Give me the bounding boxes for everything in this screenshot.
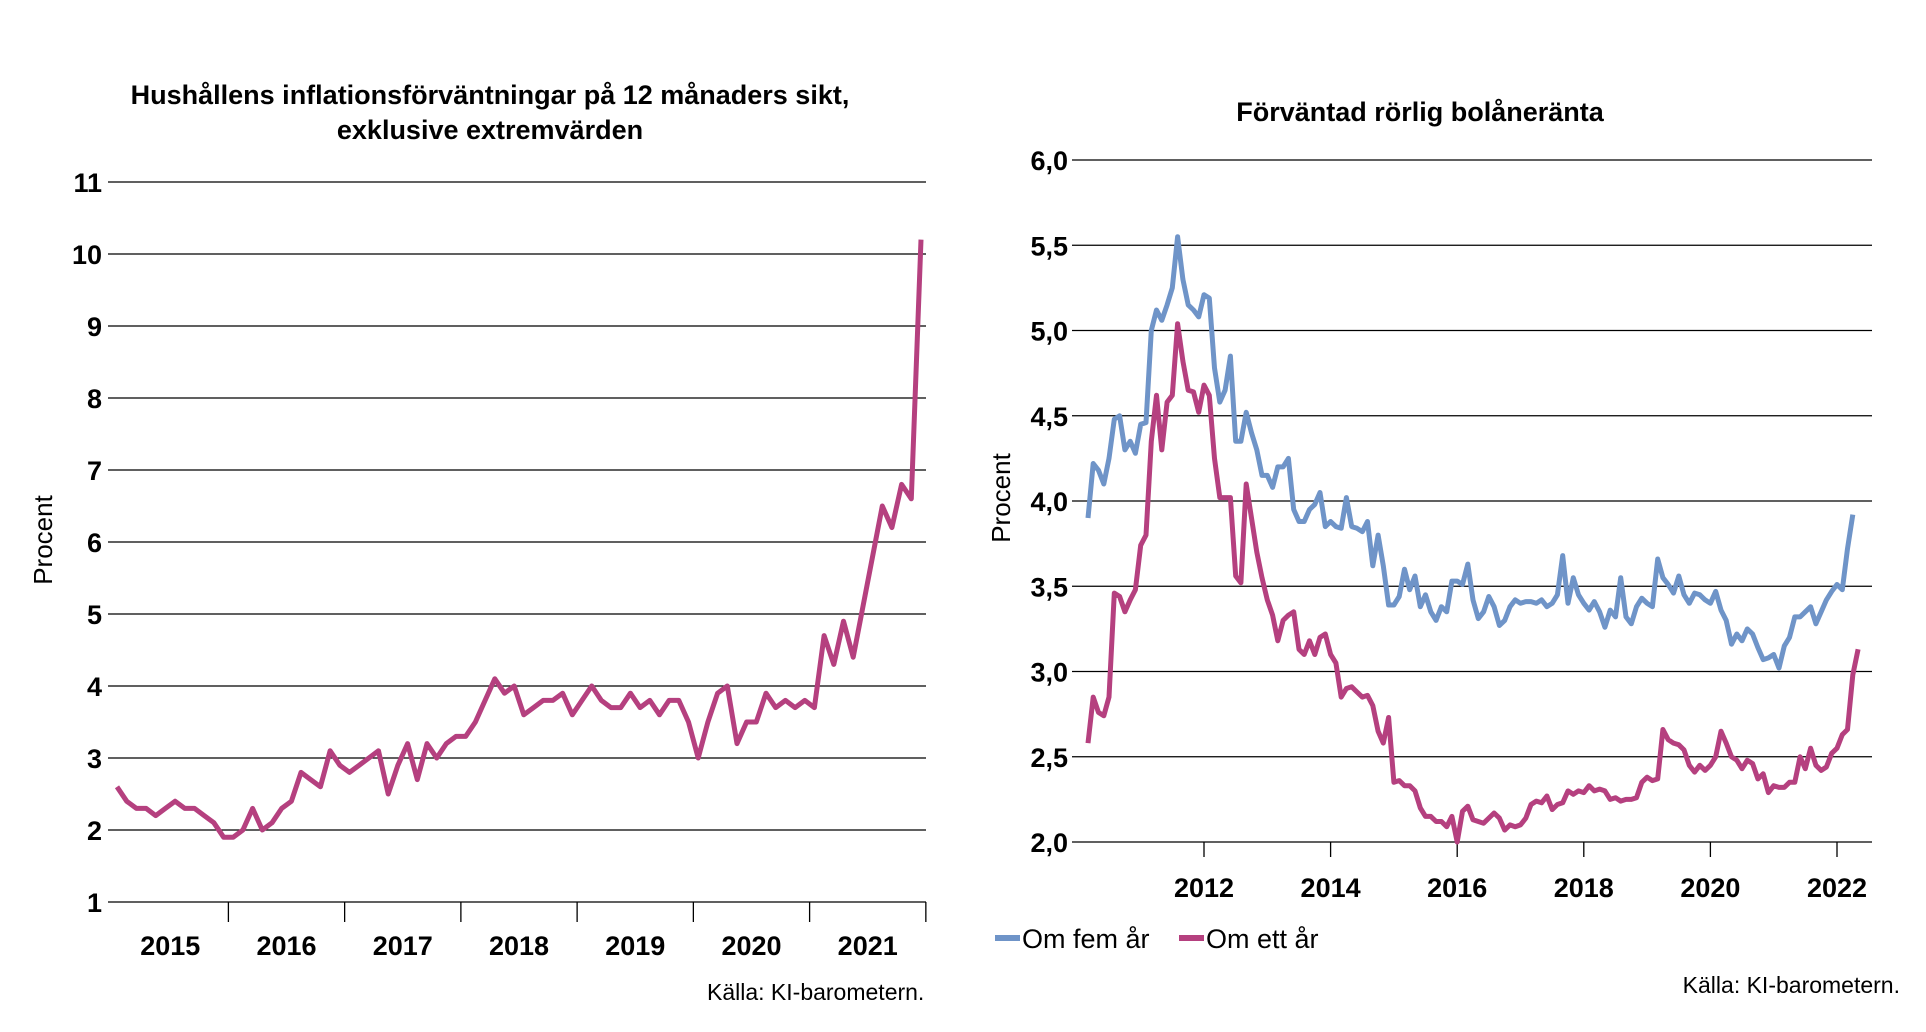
series-lines: [114, 239, 924, 840]
y-tick-label-5: 5: [87, 600, 102, 630]
grid-lines: [1072, 159, 1872, 843]
y-tick-label-3-0: 3,0: [1030, 658, 1068, 688]
x-tick-label-2016: 2016: [1427, 873, 1487, 903]
y-tick-label-8: 8: [87, 384, 102, 414]
x-axis: 2015 2016 2017 2018 2019 2020 2021: [140, 902, 927, 961]
y-tick-label-4: 4: [87, 672, 102, 702]
source-note: Källa: KI-barometern.: [1683, 972, 1900, 998]
x-tick-label-2015: 2015: [140, 931, 200, 961]
y-tick-label-1: 1: [87, 888, 102, 918]
y-tick-label-5-5: 5,5: [1030, 231, 1068, 261]
x-tick-label-2022: 2022: [1807, 873, 1867, 903]
x-tick-label-2014: 2014: [1301, 873, 1361, 903]
x-tick-label-2020: 2020: [1680, 873, 1740, 903]
chart-inflation: Hushållens inflationsförväntningar på 12…: [28, 80, 927, 1005]
y-tick-label-2: 2: [87, 816, 102, 846]
x-tick-label-2018: 2018: [489, 931, 549, 961]
y-tick-label-4-5: 4,5: [1030, 402, 1068, 432]
y-tick-label-2-0: 2,0: [1030, 828, 1068, 858]
y-tick-label-4-0: 4,0: [1030, 487, 1068, 517]
legend-label-om-fem-ar: Om fem år: [1022, 924, 1150, 954]
y-tick-label-2-5: 2,5: [1030, 743, 1068, 773]
y-tick-labels: 2,0 2,5 3,0 3,5 4,0 4,5 5,0 5,5 6,0: [1030, 146, 1068, 858]
y-tick-label-10: 10: [72, 240, 102, 270]
x-axis: 2012 2014 2016 2018 2020 2022: [1174, 842, 1867, 903]
y-tick-label-11: 11: [73, 168, 102, 198]
series-line-om-fem-r: [1085, 234, 1856, 671]
y-axis-label: Procent: [28, 494, 58, 584]
chart-title-line1: Hushållens inflationsförväntningar på 12…: [131, 80, 850, 110]
y-tick-label-6: 6: [87, 528, 102, 558]
y-tick-labels: 1 2 3 4 5 6 7 8 9 10 11: [72, 168, 102, 918]
y-tick-label-5-0: 5,0: [1030, 317, 1068, 347]
y-axis-label: Procent: [986, 452, 1016, 542]
y-tick-label-3-5: 3,5: [1030, 572, 1068, 602]
x-tick-label-2017: 2017: [373, 931, 433, 961]
x-tick-label-2020: 2020: [721, 931, 781, 961]
x-tick-label-2016: 2016: [256, 931, 316, 961]
x-tick-label-2019: 2019: [605, 931, 665, 961]
legend: Om fem år Om ett år: [995, 924, 1319, 954]
y-tick-label-6-0: 6,0: [1030, 146, 1068, 176]
series-line-inflation: [114, 239, 924, 840]
y-tick-label-9: 9: [87, 312, 102, 342]
series-lines: [1085, 234, 1861, 845]
x-tick-label-2018: 2018: [1554, 873, 1614, 903]
series-line-om-ett-r: [1085, 321, 1861, 845]
chart-title: Förväntad rörlig bolåneränta: [1236, 97, 1605, 127]
legend-label-om-ett-ar: Om ett år: [1206, 924, 1319, 954]
y-tick-label-7: 7: [87, 456, 102, 486]
grid-lines: [108, 181, 926, 903]
source-note: Källa: KI-barometern.: [707, 979, 924, 1005]
y-tick-label-3: 3: [87, 744, 102, 774]
x-tick-label-2021: 2021: [838, 931, 898, 961]
chart-title-line2: exklusive extremvärden: [337, 115, 643, 145]
x-tick-label-2012: 2012: [1174, 873, 1234, 903]
chart-mortgage-rate: Förväntad rörlig bolåneränta Procent 2,0…: [986, 97, 1900, 998]
